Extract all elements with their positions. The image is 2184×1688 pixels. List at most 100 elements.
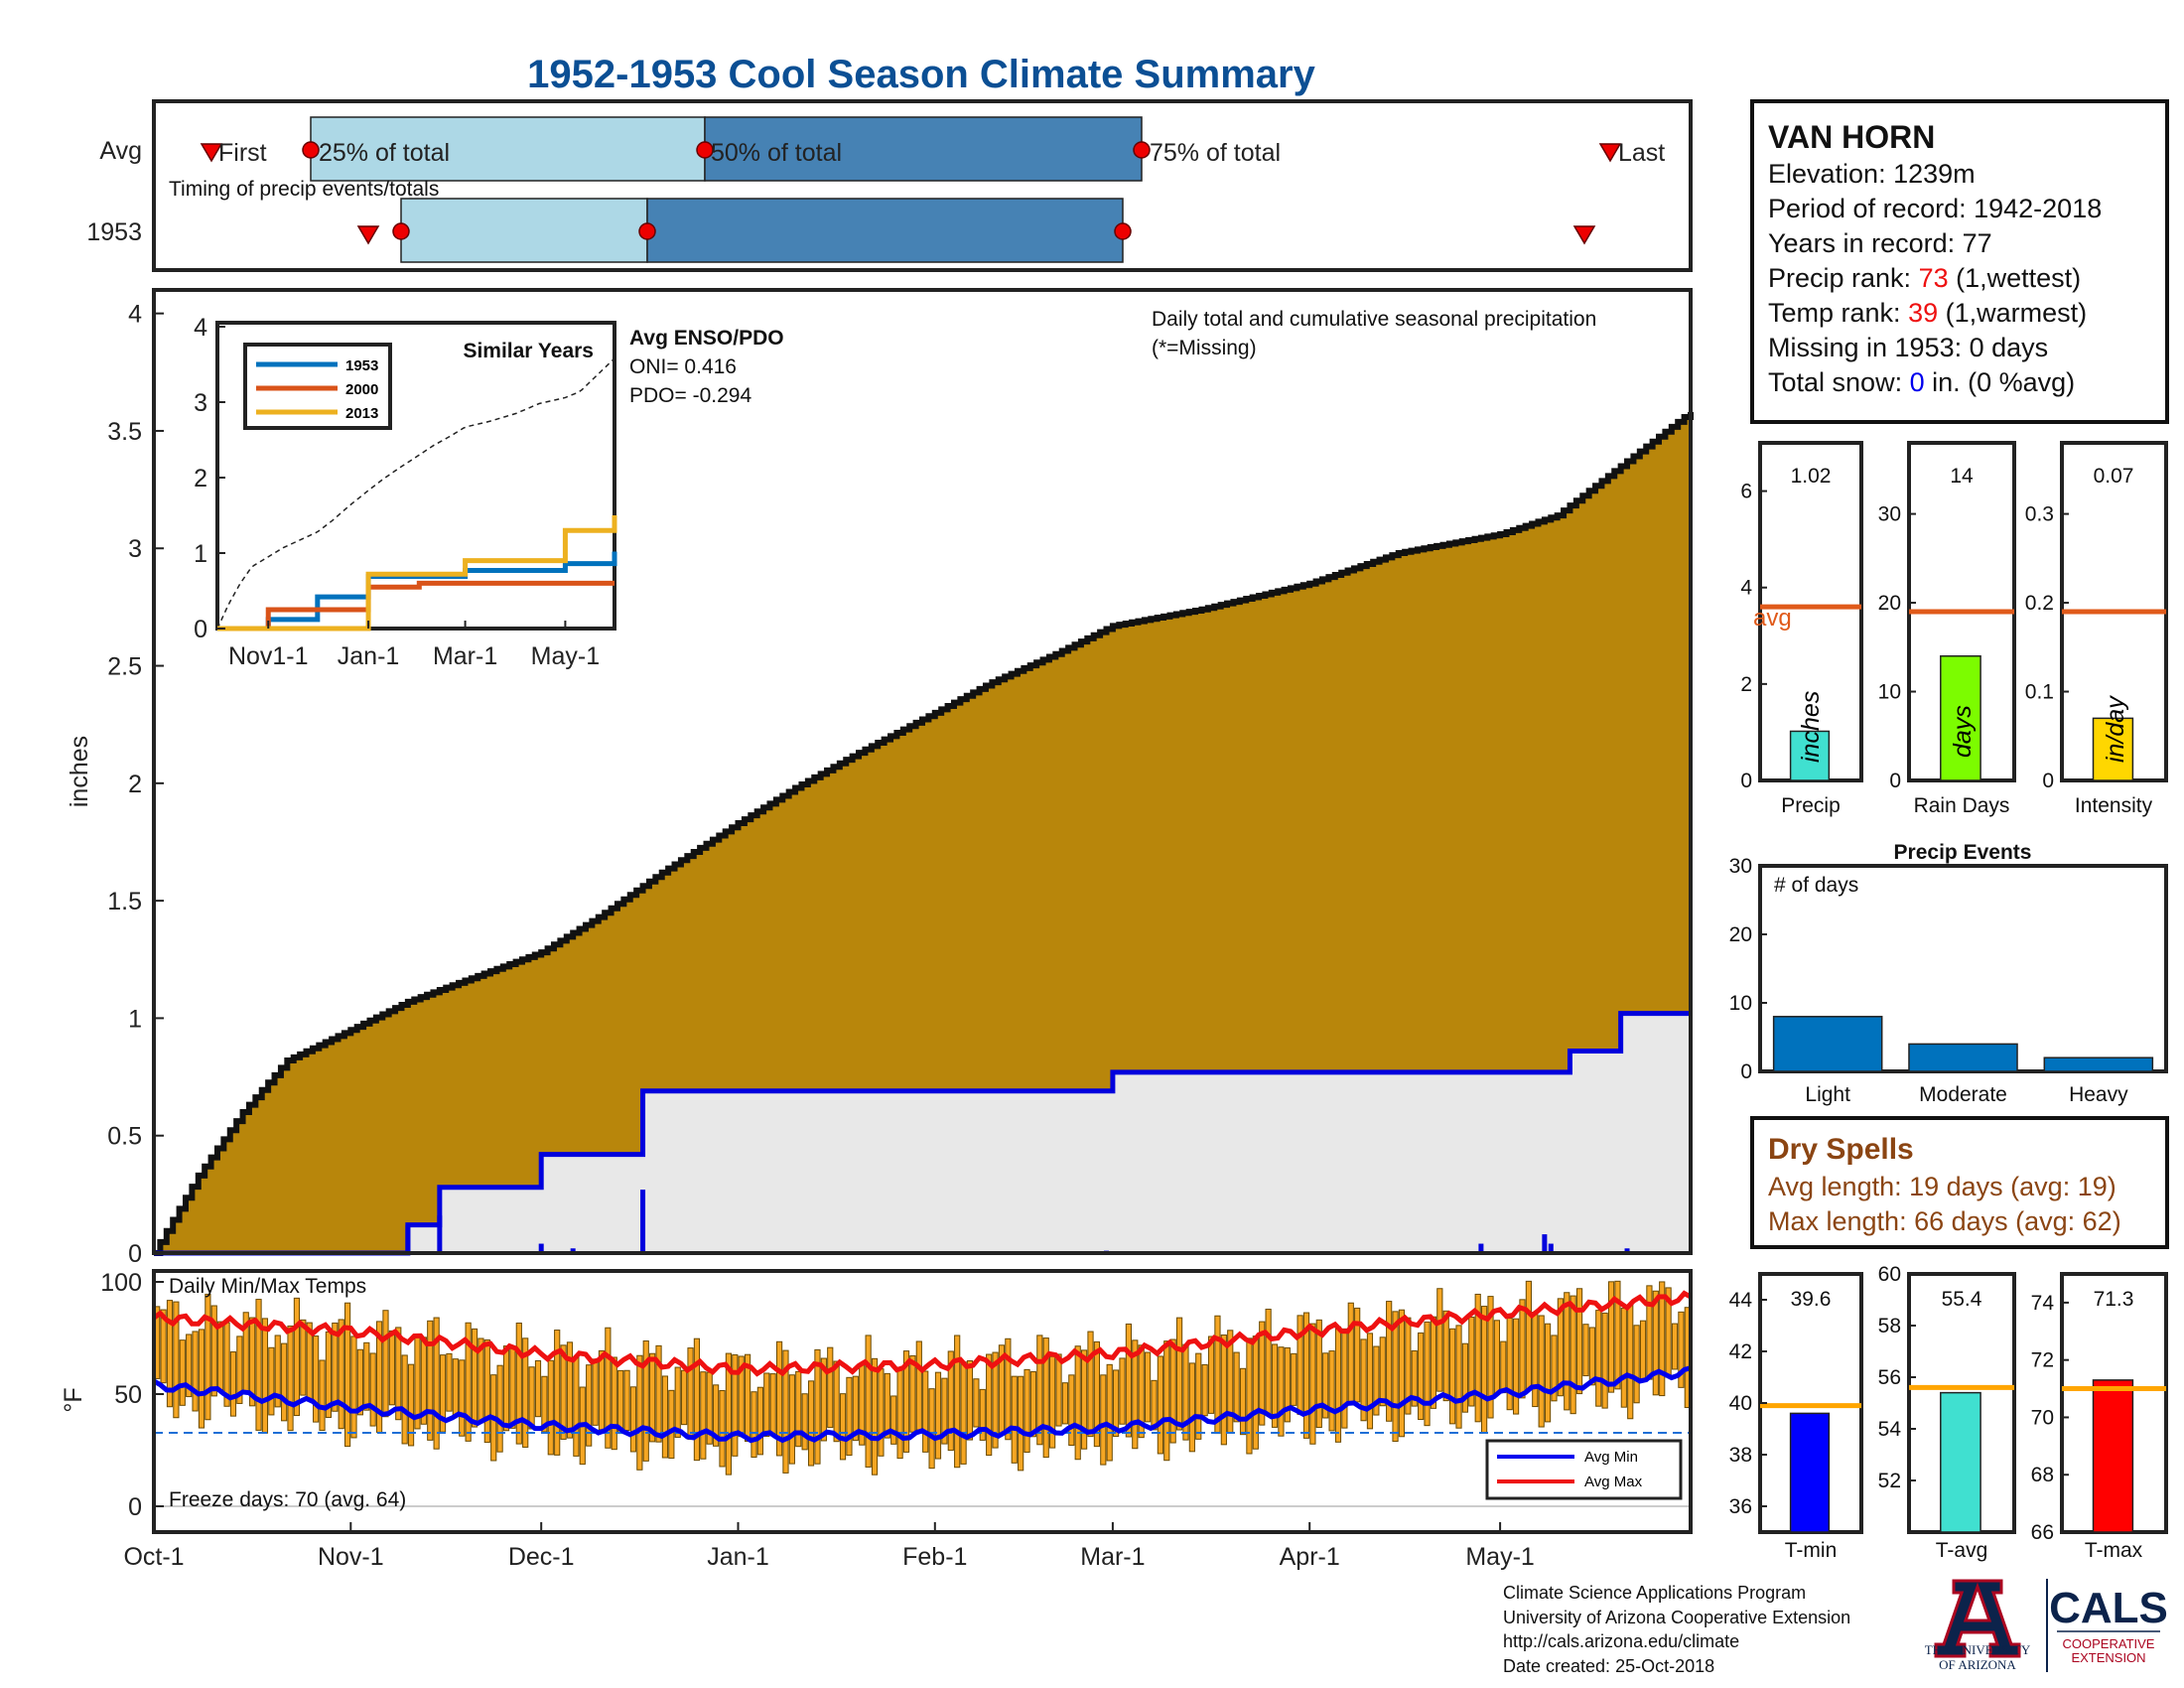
temp-bar-day-60 xyxy=(534,1359,542,1418)
temp-bar-day-160 xyxy=(1169,1338,1176,1444)
temp-bar-day-139 xyxy=(1036,1335,1043,1446)
temp-bar-day-182 xyxy=(1309,1323,1316,1445)
station-precip-rank: Precip rank: 73 (1,wettest) xyxy=(1768,261,2165,296)
inset-y-tick-label-4: 4 xyxy=(194,314,207,342)
temp-bar-day-199 xyxy=(1418,1332,1425,1420)
main-y-tick-label-7: 3.5 xyxy=(107,418,142,446)
temp-bar-day-46 xyxy=(446,1352,453,1412)
temp-bar-day-120 xyxy=(915,1340,922,1431)
temp-bar-day-180 xyxy=(1297,1315,1303,1415)
temp-legend-label-min: Avg Min xyxy=(1584,1449,1638,1466)
temp-bar-day-200 xyxy=(1424,1321,1431,1427)
precip-events-y-tick-label-2: 20 xyxy=(1729,923,1752,946)
timing-1953-q2-box xyxy=(646,198,1124,263)
cals-wordmark: CALS xyxy=(2049,1584,2168,1632)
temp-bar-day-19 xyxy=(274,1335,281,1408)
precip-y-tick-label-0: 0 xyxy=(1740,770,1752,792)
timing-avg-first-marker xyxy=(200,143,223,163)
temp-bar-day-43 xyxy=(427,1320,434,1441)
temp-bar-day-78 xyxy=(649,1352,656,1443)
temp-bar-day-94 xyxy=(751,1391,757,1459)
rain_days-y-tick-label-3: 30 xyxy=(1878,503,1901,526)
temp-bar-day-223 xyxy=(1570,1295,1576,1415)
footer-line-1: Climate Science Applications Program xyxy=(1503,1583,1807,1603)
temp-bar-day-68 xyxy=(586,1364,593,1447)
temp-bar-day-114 xyxy=(878,1368,885,1457)
temp-bar-day-80 xyxy=(661,1375,669,1459)
station-elevation: Elevation: 1239m xyxy=(1768,159,1976,189)
inset-title: Similar Years xyxy=(463,340,594,362)
temp-bar-day-166 xyxy=(1207,1336,1215,1414)
temp-bar-day-164 xyxy=(1195,1352,1202,1440)
tmin-y-tick-label-3: 42 xyxy=(1729,1340,1752,1363)
raindays-value-label: 14 xyxy=(1950,465,1974,488)
temp-panel-title: Daily Min/Max Temps xyxy=(169,1275,366,1298)
temp-bar-day-39 xyxy=(401,1354,408,1445)
dry-spells-max: Max length: 66 days (avg: 62) xyxy=(1768,1206,2121,1236)
temp-bar-day-8 xyxy=(205,1293,211,1421)
temp-legend-label-max: Avg Max xyxy=(1584,1474,1643,1490)
inset-y-tick-label-3: 3 xyxy=(194,389,207,417)
temp-bar-day-81 xyxy=(668,1389,675,1460)
tmax-y-tick-label-0: 66 xyxy=(2031,1521,2054,1544)
temp-bar-day-218 xyxy=(1538,1315,1545,1428)
temp-bar-day-9 xyxy=(210,1305,217,1397)
temp-bar-day-5 xyxy=(186,1334,193,1398)
temp-bar-day-10 xyxy=(217,1321,224,1391)
temp-bar-day-227 xyxy=(1595,1310,1602,1407)
temp-bar-day-239 xyxy=(1671,1323,1679,1370)
temp-bar-day-104 xyxy=(814,1348,821,1465)
temp-bar-day-188 xyxy=(1347,1302,1354,1405)
timing-75-label: 75% of total xyxy=(1150,139,1281,167)
annotation-missing: (*=Missing) xyxy=(1152,337,1257,359)
timing-avg-q2-box xyxy=(704,116,1143,182)
timing-avg-50-dot xyxy=(696,141,714,159)
temp-bar-day-212 xyxy=(1500,1340,1507,1394)
temp-bar-day-33 xyxy=(363,1341,370,1411)
tmin-y-tick-label-4: 44 xyxy=(1729,1289,1753,1312)
temp-bar-day-105 xyxy=(820,1357,827,1442)
temp-bar-day-152 xyxy=(1119,1357,1126,1425)
temp-bar-day-40 xyxy=(407,1363,415,1447)
temp-bar-day-117 xyxy=(896,1366,903,1460)
temp-bar-day-34 xyxy=(369,1352,376,1427)
temp-bar-day-146 xyxy=(1081,1349,1088,1450)
tavg-x-label: T-avg xyxy=(1936,1539,1988,1562)
intensity-value-bar xyxy=(2092,717,2134,781)
snow-note: in. (0 %avg) xyxy=(1924,367,2076,397)
precip-events-title: Precip Events xyxy=(1894,841,2032,864)
temp-bar-day-29 xyxy=(338,1319,344,1430)
temp-bar-day-70 xyxy=(598,1349,606,1431)
temperature-panel: 0 50 100 °F Daily Min/Max Temps Freeze day… xyxy=(60,1269,1693,1534)
temp-bar-day-86 xyxy=(700,1371,707,1460)
coop-text-line1: COOPERATIVE xyxy=(2063,1636,2155,1651)
month-x-axis: Oct-1 Nov-1 Dec-1 Jan-1 Feb-1 Mar-1 Apr-1 May-1 xyxy=(123,1522,1535,1571)
temp-bar-day-172 xyxy=(1246,1337,1253,1455)
temp-bar-day-207 xyxy=(1468,1317,1475,1407)
temp-bar-day-110 xyxy=(852,1375,859,1442)
inset-legend-label-1953: 1953 xyxy=(345,357,378,374)
inset-x-tick-label-2: Mar-1 xyxy=(433,642,497,670)
precip-events-y-tick-label-1: 10 xyxy=(1729,992,1752,1015)
timing-50-label: 50% of total xyxy=(711,139,842,167)
temp-bar-day-64 xyxy=(560,1344,567,1440)
temp-bar-day-85 xyxy=(693,1337,701,1462)
temp-y-ticks: 0 50 100 xyxy=(100,1269,164,1521)
temp-bar-day-3 xyxy=(173,1301,180,1419)
temp-bar-day-58 xyxy=(522,1337,529,1448)
cumulative-precip-line xyxy=(154,412,1694,1256)
temp-bar-day-187 xyxy=(1341,1328,1348,1429)
intensity-y-tick-label-3: 0.3 xyxy=(2025,503,2054,526)
temp-bar-day-165 xyxy=(1201,1363,1208,1417)
temp-bar-day-128 xyxy=(966,1360,974,1441)
temp-bar-day-47 xyxy=(452,1358,459,1416)
intensity-y-tick-label-2: 0.2 xyxy=(2025,592,2054,615)
temp-bar-day-229 xyxy=(1607,1281,1615,1393)
temp-bar-day-226 xyxy=(1588,1327,1595,1386)
temp-bar-day-112 xyxy=(865,1335,872,1468)
main-plot-frame xyxy=(152,288,1693,1255)
temp-bar-day-131 xyxy=(986,1353,993,1457)
temp-bar-day-4 xyxy=(179,1339,186,1406)
temp-bar-day-134 xyxy=(1005,1337,1012,1441)
temp-bar-day-115 xyxy=(884,1372,890,1439)
